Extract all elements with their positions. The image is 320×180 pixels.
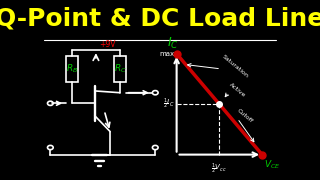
- Text: $R_C$: $R_C$: [115, 63, 127, 75]
- Text: Saturation: Saturation: [221, 54, 250, 79]
- Text: +9V: +9V: [100, 40, 116, 49]
- Text: $\frac{1}{2}I_C$: $\frac{1}{2}I_C$: [163, 97, 174, 111]
- Text: $V_{CE}$: $V_{CE}$: [264, 158, 281, 171]
- Text: Q-Point & DC Load Line: Q-Point & DC Load Line: [0, 6, 320, 30]
- Bar: [114, 56, 125, 82]
- Bar: [66, 56, 78, 82]
- Text: Active: Active: [228, 82, 246, 98]
- Text: $R_B$: $R_B$: [66, 63, 78, 75]
- Text: Cutoff: Cutoff: [236, 108, 254, 124]
- Text: max: max: [159, 51, 174, 57]
- Text: $\frac{1}{2}V_{cc}$: $\frac{1}{2}V_{cc}$: [211, 162, 228, 176]
- Text: $I_C$: $I_C$: [167, 36, 179, 51]
